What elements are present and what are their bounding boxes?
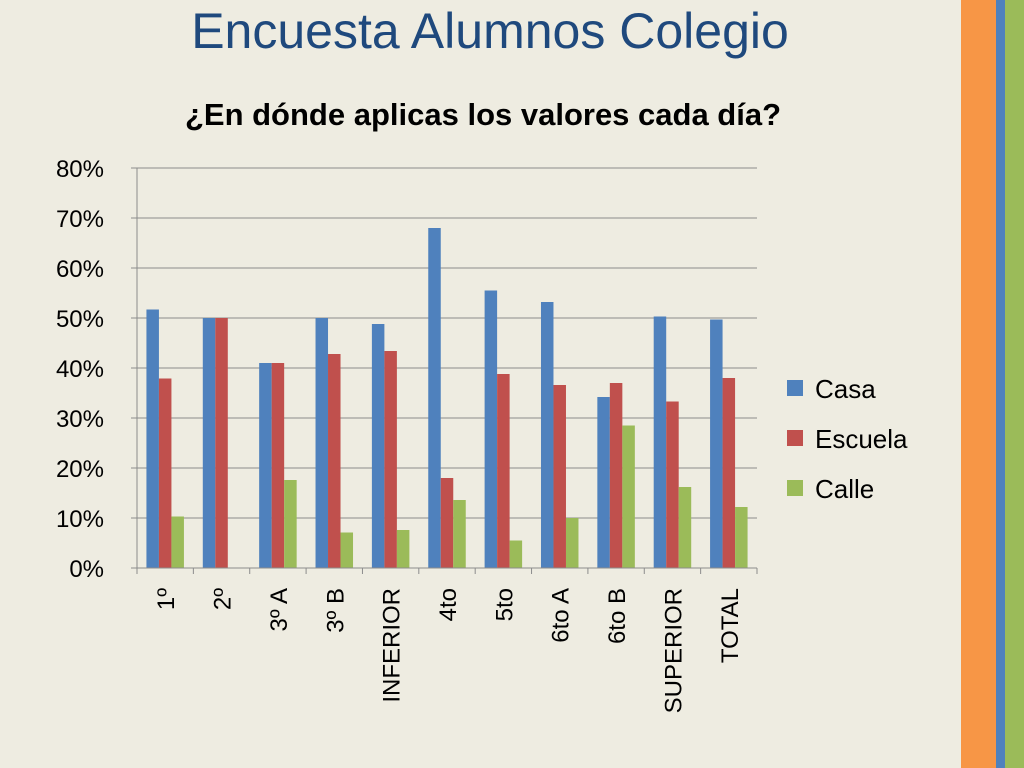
y-tick-label: 0% — [69, 556, 104, 583]
y-tick-label: 60% — [56, 256, 104, 283]
stripe-orange — [961, 0, 996, 768]
x-tick-label: INFERIOR — [379, 588, 406, 703]
bar-escuela-8 — [609, 383, 623, 568]
chart-title: ¿En dónde aplicas los valores cada día? — [185, 97, 781, 132]
bar-casa-6 — [484, 290, 498, 568]
bar-escuela-5 — [440, 478, 454, 568]
bar-escuela-6 — [497, 374, 510, 568]
bar-casa-10 — [710, 319, 723, 568]
legend-label-escuela: Escuela — [815, 424, 908, 454]
bar-escuela-3 — [328, 354, 341, 568]
x-tick-label: 4to — [435, 588, 462, 621]
bar-escuela-10 — [722, 378, 736, 568]
y-tick-label: 70% — [56, 206, 104, 233]
y-tick-label: 50% — [56, 306, 104, 333]
y-tick-label: 10% — [56, 506, 104, 533]
bar-casa-5 — [428, 228, 441, 568]
bar-calle-2 — [284, 480, 297, 568]
y-tick-label: 20% — [56, 456, 104, 483]
bar-calle-4 — [396, 530, 410, 568]
bar-casa-4 — [371, 324, 385, 568]
chart: ¿En dónde aplicas los valores cada día? … — [56, 97, 908, 714]
bar-casa-2 — [259, 363, 272, 568]
axes — [136, 168, 758, 574]
legend: Casa Escuela Calle — [787, 374, 908, 504]
x-tick-label: 3º A — [266, 588, 293, 631]
bar-escuela-7 — [553, 385, 566, 568]
bar-casa-9 — [653, 316, 667, 568]
bar-casa-1 — [202, 318, 216, 568]
bar-calle-5 — [453, 500, 466, 568]
legend-swatch-calle — [787, 480, 803, 496]
bars — [146, 228, 748, 568]
bar-casa-8 — [597, 397, 610, 568]
x-tick-label: 2º — [210, 588, 237, 610]
x-tick-labels: 1º 2º 3º A 3º B INFERIOR 4to 5to 6to A 6to B SUPE… — [153, 588, 744, 714]
legend-swatch-casa — [787, 380, 803, 396]
bar-casa-3 — [315, 318, 329, 568]
bar-calle-7 — [565, 518, 579, 568]
x-tick-label: 5to — [491, 588, 518, 621]
bar-calle-10 — [735, 507, 748, 568]
slide-title: Encuesta Alumnos Colegio — [191, 3, 789, 59]
bar-escuela-9 — [666, 401, 679, 568]
y-tick-label: 80% — [56, 156, 104, 183]
legend-label-casa: Casa — [815, 374, 876, 404]
legend-label-calle: Calle — [815, 474, 874, 504]
bar-calle-8 — [622, 425, 635, 568]
bar-calle-0 — [171, 516, 184, 568]
x-tick-label: 3º B — [322, 588, 349, 633]
x-tick-label: 6to A — [548, 588, 575, 643]
stripe-green — [1005, 0, 1024, 768]
x-tick-label: 1º — [153, 588, 180, 610]
bar-escuela-1 — [215, 318, 228, 568]
legend-swatch-escuela — [787, 430, 803, 446]
bar-calle-6 — [509, 540, 523, 568]
x-tick-label: TOTAL — [717, 588, 744, 663]
y-tick-labels: 0% 10% 20% 30% 40% 50% 60% 70% 80% — [56, 156, 104, 583]
x-tick-label: 6to B — [604, 588, 631, 644]
bar-escuela-2 — [271, 363, 285, 568]
y-tick-label: 40% — [56, 356, 104, 383]
bar-calle-3 — [340, 532, 354, 568]
bar-casa-7 — [540, 302, 554, 568]
y-tick-label: 30% — [56, 406, 104, 433]
bar-calle-9 — [678, 487, 692, 568]
bar-escuela-0 — [158, 378, 172, 568]
bar-casa-0 — [146, 309, 159, 568]
stripe-blue — [996, 0, 1005, 768]
bar-escuela-4 — [384, 351, 397, 568]
x-tick-label: SUPERIOR — [660, 588, 687, 713]
